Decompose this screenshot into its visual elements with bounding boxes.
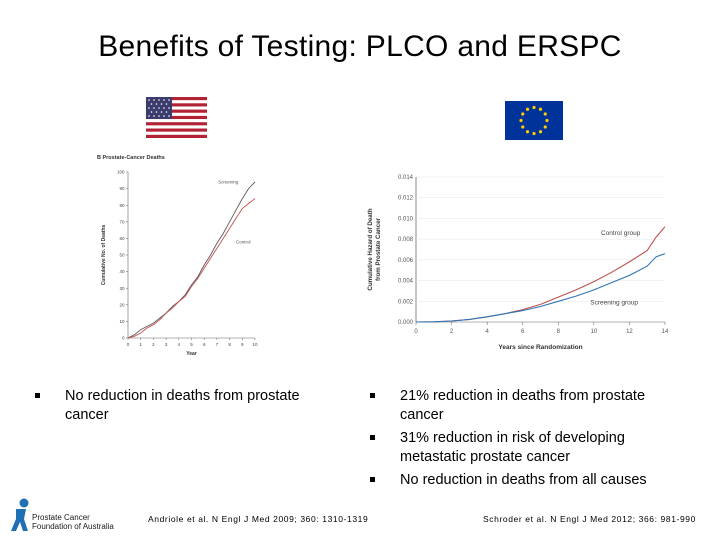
y-tick-label: 40 [119,269,125,274]
x-tick-label: 1 [139,342,142,347]
x-axis-label: Years since Randomization [498,344,582,351]
x-tick-label: 2 [152,342,155,347]
eu-star [538,130,543,134]
x-tick-label: 4 [485,329,489,335]
us-flag-icon [146,97,207,138]
bullet-text: No reduction in deaths from prostate can… [65,388,300,423]
y-tick-label: 0.008 [398,237,414,243]
eu-star [525,130,530,134]
left-chart: B Prostate-Cancer Deaths0102030405060708… [97,155,258,357]
y-tick-label: 80 [119,203,125,208]
foundation-logo-icon [11,498,29,531]
x-tick-label: 7 [216,342,219,347]
bullet-marker [370,393,375,398]
y-tick-label: 30 [119,286,125,291]
x-tick-label: 6 [521,329,525,335]
eu-star [521,125,525,129]
x-tick-label: 0 [414,329,418,335]
y-axis-label-line1: Cumulative Hazard of Death [367,208,374,290]
y-tick-label: 90 [119,186,125,191]
x-axis-label: Year [186,351,197,357]
logo-line2: Foundation of Australia [32,521,114,531]
y-tick-label: 0.012 [398,196,414,202]
x-tick-label: 5 [190,342,193,347]
eu-star [532,105,536,110]
x-tick-label: 12 [626,329,633,335]
series-label-control: Control [236,239,251,244]
eu-flag-icon [505,101,563,140]
series-line-screening [127,181,256,339]
bullet-marker [370,477,375,482]
bullet-text: No reduction in deaths from all causes [400,472,647,488]
y-tick-label: 0.000 [398,320,414,326]
y-tick-label: 10 [119,319,125,324]
x-tick-label: 6 [203,342,206,347]
x-tick-label: 10 [591,329,598,335]
eu-star [532,131,536,136]
series-label-screening: Screening [218,180,239,185]
x-tick-label: 2 [450,329,454,335]
x-tick-label: 14 [662,329,669,335]
y-tick-label: 0.010 [398,216,414,222]
series-label-control: Control group [601,230,641,237]
x-tick-label: 10 [252,342,258,347]
series-line-control [127,198,256,339]
slide-title: Benefits of Testing: PLCO and ERSPC [98,30,622,63]
eu-star [543,125,547,129]
y-axis-label: Cumulative No. of Deaths [101,225,107,286]
y-axis-label-line2: from Prostate Cancer [375,217,382,281]
eu-star [521,112,525,116]
bullet-text: 21% reduction in deaths from prostate ca… [400,388,646,423]
series-line-screening [415,253,666,323]
chart-panel-label: B Prostate-Cancer Deaths [97,155,165,161]
eu-star [545,118,549,123]
x-tick-label: 8 [228,342,231,347]
y-tick-label: 0.014 [398,175,414,181]
citation-right: Schroder et al. N Engl J Med 2012; 366: … [483,514,696,524]
series-label-screening: Screening group [590,299,638,306]
x-tick-label: 3 [165,342,168,347]
y-tick-label: 0.004 [398,279,414,285]
eu-star [525,107,530,111]
y-tick-label: 60 [119,236,125,241]
foundation-logo-text: Prostate Cancer Foundation of Australia [32,513,114,531]
citation-left: Andriole et al. N Engl J Med 2009; 360: … [148,514,369,524]
eu-star [538,107,543,111]
bullet-marker [370,435,375,440]
right-chart: 0.000 0.002 0.004 0.006 0.008 0.010 0.012 0.014… [367,175,669,351]
x-tick-label: 0 [127,342,130,347]
y-tick-label: 0.002 [398,299,414,305]
eu-star [543,112,547,116]
x-tick-label: 9 [241,342,244,347]
x-tick-label: 8 [557,329,561,335]
eu-star [519,118,523,123]
y-tick-label: 20 [119,302,125,307]
x-tick-label: 4 [178,342,181,347]
y-tick-label: 70 [119,219,125,224]
bullet-marker [35,393,40,398]
series-line-control [415,226,666,323]
y-tick-label: 0.006 [398,258,414,264]
y-tick-label: 50 [119,253,125,258]
logo-line1: Prostate Cancer [32,513,90,522]
y-tick-label: 0 [122,336,125,341]
bullet-text: 31% reduction in risk of developing meta… [400,430,625,465]
y-tick-label: 100 [117,170,125,175]
